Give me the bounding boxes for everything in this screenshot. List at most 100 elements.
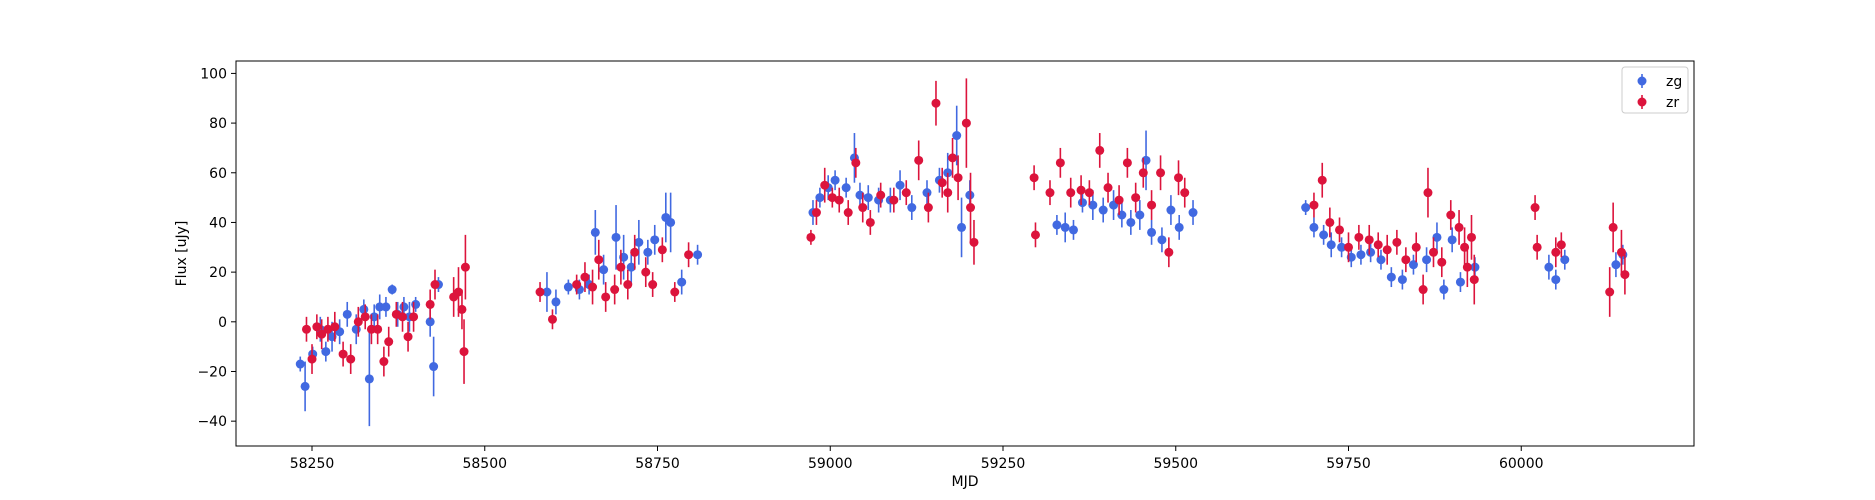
data-point-zg — [590, 227, 600, 237]
data-point-zr — [923, 203, 933, 213]
data-point-zr — [1462, 262, 1472, 272]
data-point-zr — [409, 312, 419, 322]
data-point-zg — [666, 217, 676, 227]
data-point-zg — [300, 381, 310, 391]
y-tick-label: 20 — [209, 265, 227, 281]
data-point-zr — [1180, 188, 1190, 198]
y-axis-ticks: −40 −20 0 20 40 60 80 100 — [197, 66, 236, 430]
data-point-zg — [1077, 198, 1087, 208]
data-point-zr — [943, 188, 953, 198]
data-point-zg — [1337, 242, 1347, 252]
data-point-zg — [1135, 210, 1145, 220]
plot-frame — [235, 60, 1695, 447]
data-point-zg — [952, 131, 962, 141]
data-point-zr — [312, 322, 322, 332]
data-point-zr — [594, 255, 604, 265]
data-point-zg — [1408, 260, 1418, 270]
x-axis-ticks: 58250 58500 58750 59000 59250 59500 59750 60000 — [290, 446, 1544, 472]
data-point-zg — [342, 309, 352, 319]
data-point-zr — [889, 195, 899, 205]
data-point-zr — [379, 357, 389, 367]
data-point-zg — [907, 203, 917, 213]
data-point-zr — [843, 208, 853, 218]
y-tick-label: −40 — [197, 414, 227, 430]
legend-items: zg zr — [1637, 74, 1682, 111]
data-point-zr — [1608, 222, 1618, 232]
data-point-zr — [1532, 242, 1542, 252]
legend-marker — [1637, 76, 1647, 86]
data-point-zg — [634, 237, 644, 247]
data-point-zr — [616, 262, 626, 272]
data-point-zr — [670, 287, 680, 297]
data-point-zr — [1620, 270, 1630, 280]
data-point-zr — [623, 280, 633, 290]
data-point-zr — [914, 155, 924, 165]
data-point-zr — [601, 292, 611, 302]
data-point-zr — [454, 287, 464, 297]
x-tick-label: 58750 — [635, 456, 680, 472]
data-point-zg — [830, 175, 840, 185]
data-point-zr — [953, 173, 963, 183]
data-point-zg — [295, 359, 305, 369]
data-point-zr — [547, 314, 557, 324]
data-point-zr — [630, 247, 640, 257]
data-point-zg — [321, 347, 331, 357]
data-point-zg — [1098, 205, 1108, 215]
data-point-zr — [1423, 188, 1433, 198]
data-point-zg — [1447, 235, 1457, 245]
y-tick-label: 40 — [209, 215, 227, 231]
data-point-zg — [1544, 262, 1554, 272]
data-point-zr — [648, 280, 658, 290]
data-point-zr — [1466, 232, 1476, 242]
data-point-zr — [1437, 257, 1447, 267]
data-point-zg — [841, 183, 851, 193]
data-point-zr — [961, 118, 971, 128]
y-tick-label: −20 — [197, 364, 227, 380]
data-point-zg — [1301, 203, 1311, 213]
data-point-zr — [858, 203, 868, 213]
data-point-zg — [815, 193, 825, 203]
data-point-zg — [551, 297, 561, 307]
data-point-zg — [1326, 240, 1336, 250]
data-point-zr — [346, 354, 356, 364]
y-tick-label: 60 — [209, 166, 227, 182]
data-point-zr — [1029, 173, 1039, 183]
data-point-zr — [1616, 247, 1626, 257]
data-point-zg — [863, 193, 873, 203]
data-point-zg — [1052, 220, 1062, 230]
data-point-zg — [1366, 247, 1376, 257]
legend: zg zr — [1621, 66, 1689, 114]
data-point-zr — [307, 354, 317, 364]
data-point-zg — [1147, 227, 1157, 237]
data-point-zr — [1174, 173, 1184, 183]
data-point-zg — [1455, 277, 1465, 287]
data-point-zr — [317, 329, 327, 339]
data-point-zg — [1088, 200, 1098, 210]
data-point-zr — [1418, 285, 1428, 295]
data-point-zg — [1157, 235, 1167, 245]
data-point-zr — [1066, 188, 1076, 198]
data-point-zg — [1551, 275, 1561, 285]
data-point-zr — [876, 190, 886, 200]
data-point-zg — [1309, 222, 1319, 232]
data-point-zr — [1411, 242, 1421, 252]
data-point-zg — [611, 232, 621, 242]
data-point-zr — [684, 250, 694, 260]
y-tick-label: 80 — [209, 116, 227, 132]
data-point-zg — [364, 374, 374, 384]
data-point-zg — [425, 317, 435, 327]
data-point-zg — [1174, 222, 1184, 232]
data-point-zr — [460, 262, 470, 272]
data-point-zg — [1422, 255, 1432, 265]
data-point-zr — [1373, 240, 1383, 250]
data-point-zr — [806, 232, 816, 242]
data-point-zr — [1156, 168, 1166, 178]
data-point-zg — [650, 235, 660, 245]
data-point-zr — [572, 280, 582, 290]
data-point-zr — [610, 285, 620, 295]
data-point-zr — [301, 324, 311, 334]
data-point-zg — [677, 277, 687, 287]
x-tick-label: 58250 — [290, 456, 335, 472]
